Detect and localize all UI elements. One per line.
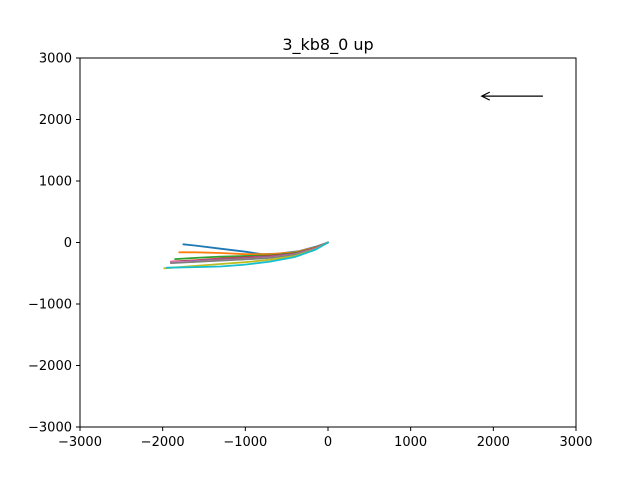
x-tick-label-0: −3000 [58, 435, 102, 450]
x-tick-label-5: 2000 [477, 435, 510, 450]
x-tick-label-6: 3000 [559, 435, 592, 450]
x-tick-label-2: −1000 [223, 435, 267, 450]
annotation-layer [480, 91, 543, 101]
series-line-9 [165, 241, 329, 269]
arrow-head [480, 91, 491, 101]
axes-layer: −3000 −2000 −1000 0 1000 2000 3000 −3000 −2000 −1… [28, 52, 593, 451]
y-tick-label-2: −1000 [28, 298, 72, 313]
y-tick-label-3: 0 [64, 236, 72, 251]
x-tick-label-3: 0 [324, 435, 332, 450]
series-layer [163, 241, 329, 270]
y-tick-label-0: −3000 [28, 421, 72, 436]
x-tick-label-1: −2000 [141, 435, 185, 450]
y-tick-label-4: 1000 [39, 175, 72, 190]
y-tick-label-5: 2000 [39, 113, 72, 128]
chart-title: 3_kb8_0 up [282, 35, 373, 55]
x-tick-label-4: 1000 [394, 435, 427, 450]
y-tick-label-6: 3000 [39, 52, 72, 67]
y-tick-label-1: −2000 [28, 359, 72, 374]
